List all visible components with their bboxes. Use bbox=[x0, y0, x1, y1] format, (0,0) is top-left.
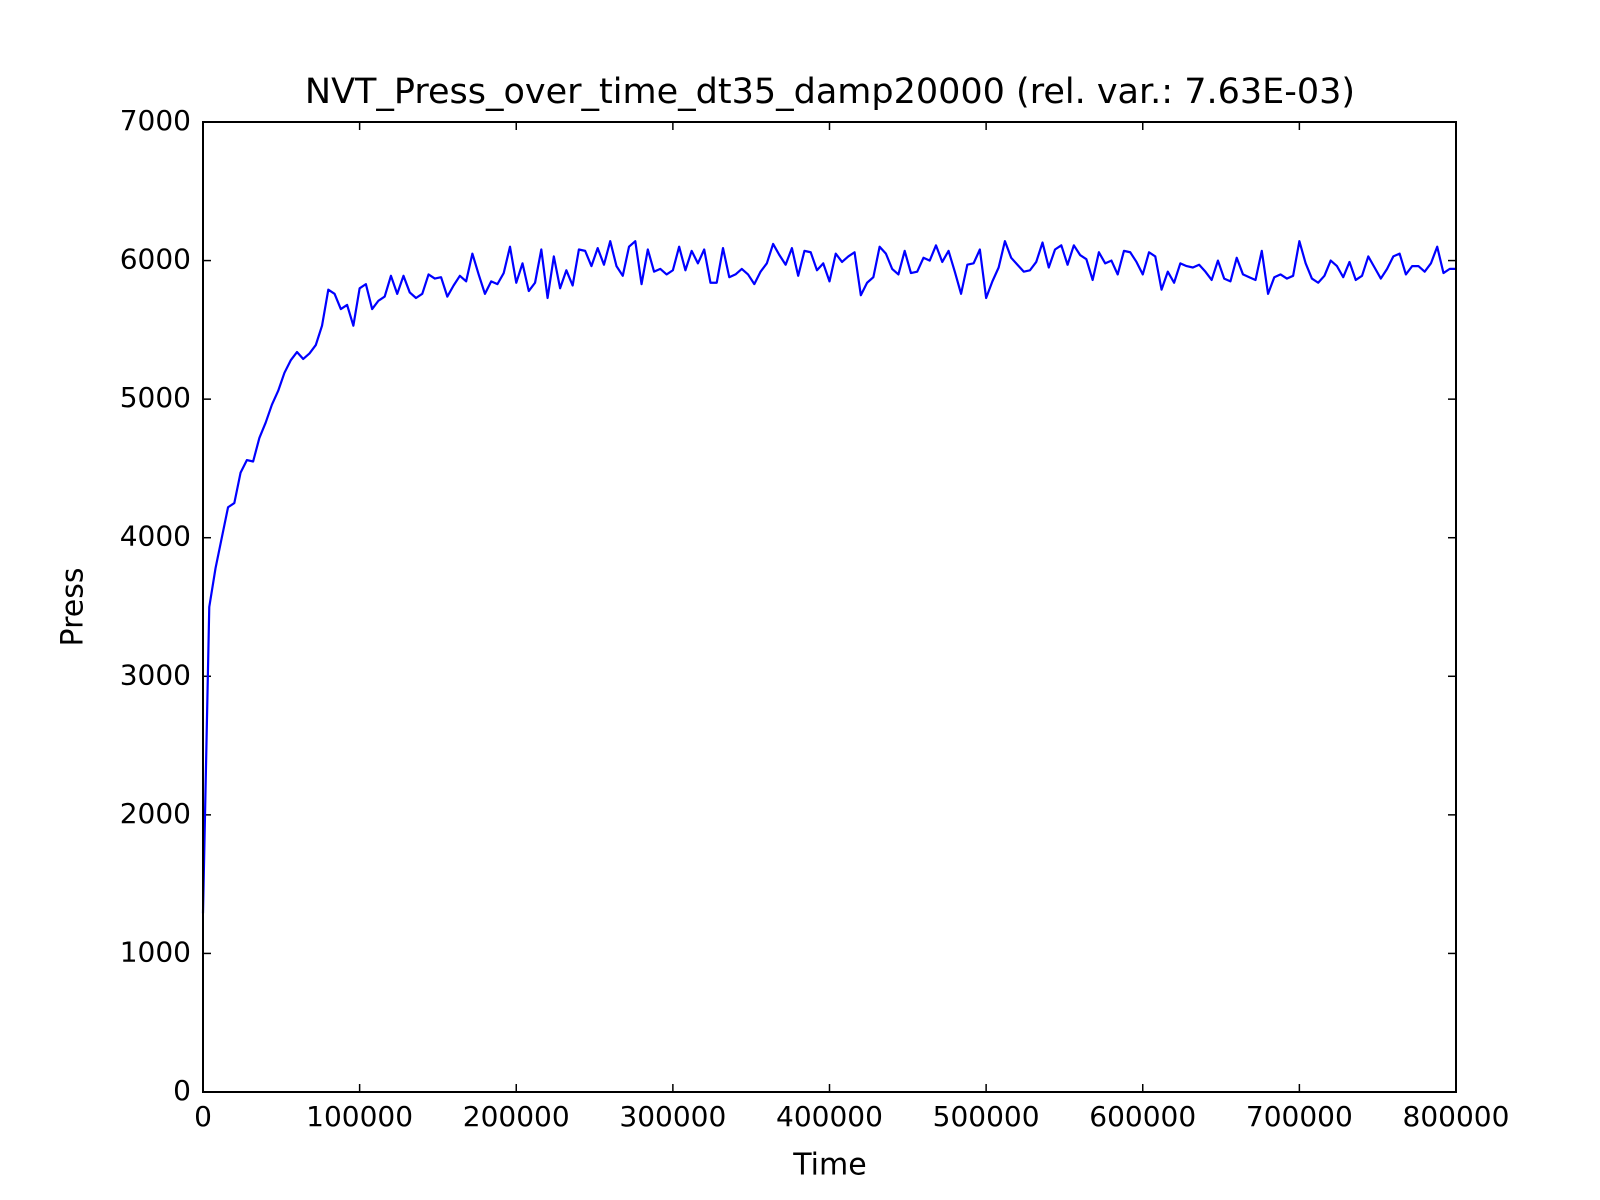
x-tick-label: 300000 bbox=[619, 1100, 726, 1133]
chart-title: NVT_Press_over_time_dt35_damp20000 (rel.… bbox=[305, 72, 1355, 112]
x-tick-label: 200000 bbox=[463, 1100, 570, 1133]
y-tick-label: 0 bbox=[173, 1074, 191, 1107]
x-tick-label: 800000 bbox=[1403, 1100, 1510, 1133]
y-tick-label: 1000 bbox=[120, 935, 191, 968]
x-axis-label: Time bbox=[792, 1148, 866, 1183]
y-tick-label: 4000 bbox=[120, 520, 191, 553]
x-tick-label: 0 bbox=[194, 1100, 212, 1133]
data-line bbox=[201, 240, 1456, 914]
y-tick-label: 6000 bbox=[120, 243, 191, 276]
y-tick-label: 2000 bbox=[120, 797, 191, 830]
x-tick-label: 400000 bbox=[776, 1100, 883, 1133]
x-tick-label: 100000 bbox=[306, 1100, 413, 1133]
y-tick-label: 3000 bbox=[120, 658, 191, 691]
x-tick-label: 500000 bbox=[933, 1100, 1040, 1133]
plot-frame bbox=[202, 121, 1457, 1093]
y-tick-label: 7000 bbox=[120, 104, 191, 137]
y-axis-label: Press bbox=[56, 568, 91, 647]
x-tick-label: 700000 bbox=[1246, 1100, 1353, 1133]
x-tick-label: 600000 bbox=[1089, 1100, 1196, 1133]
y-tick-label: 5000 bbox=[120, 381, 191, 414]
